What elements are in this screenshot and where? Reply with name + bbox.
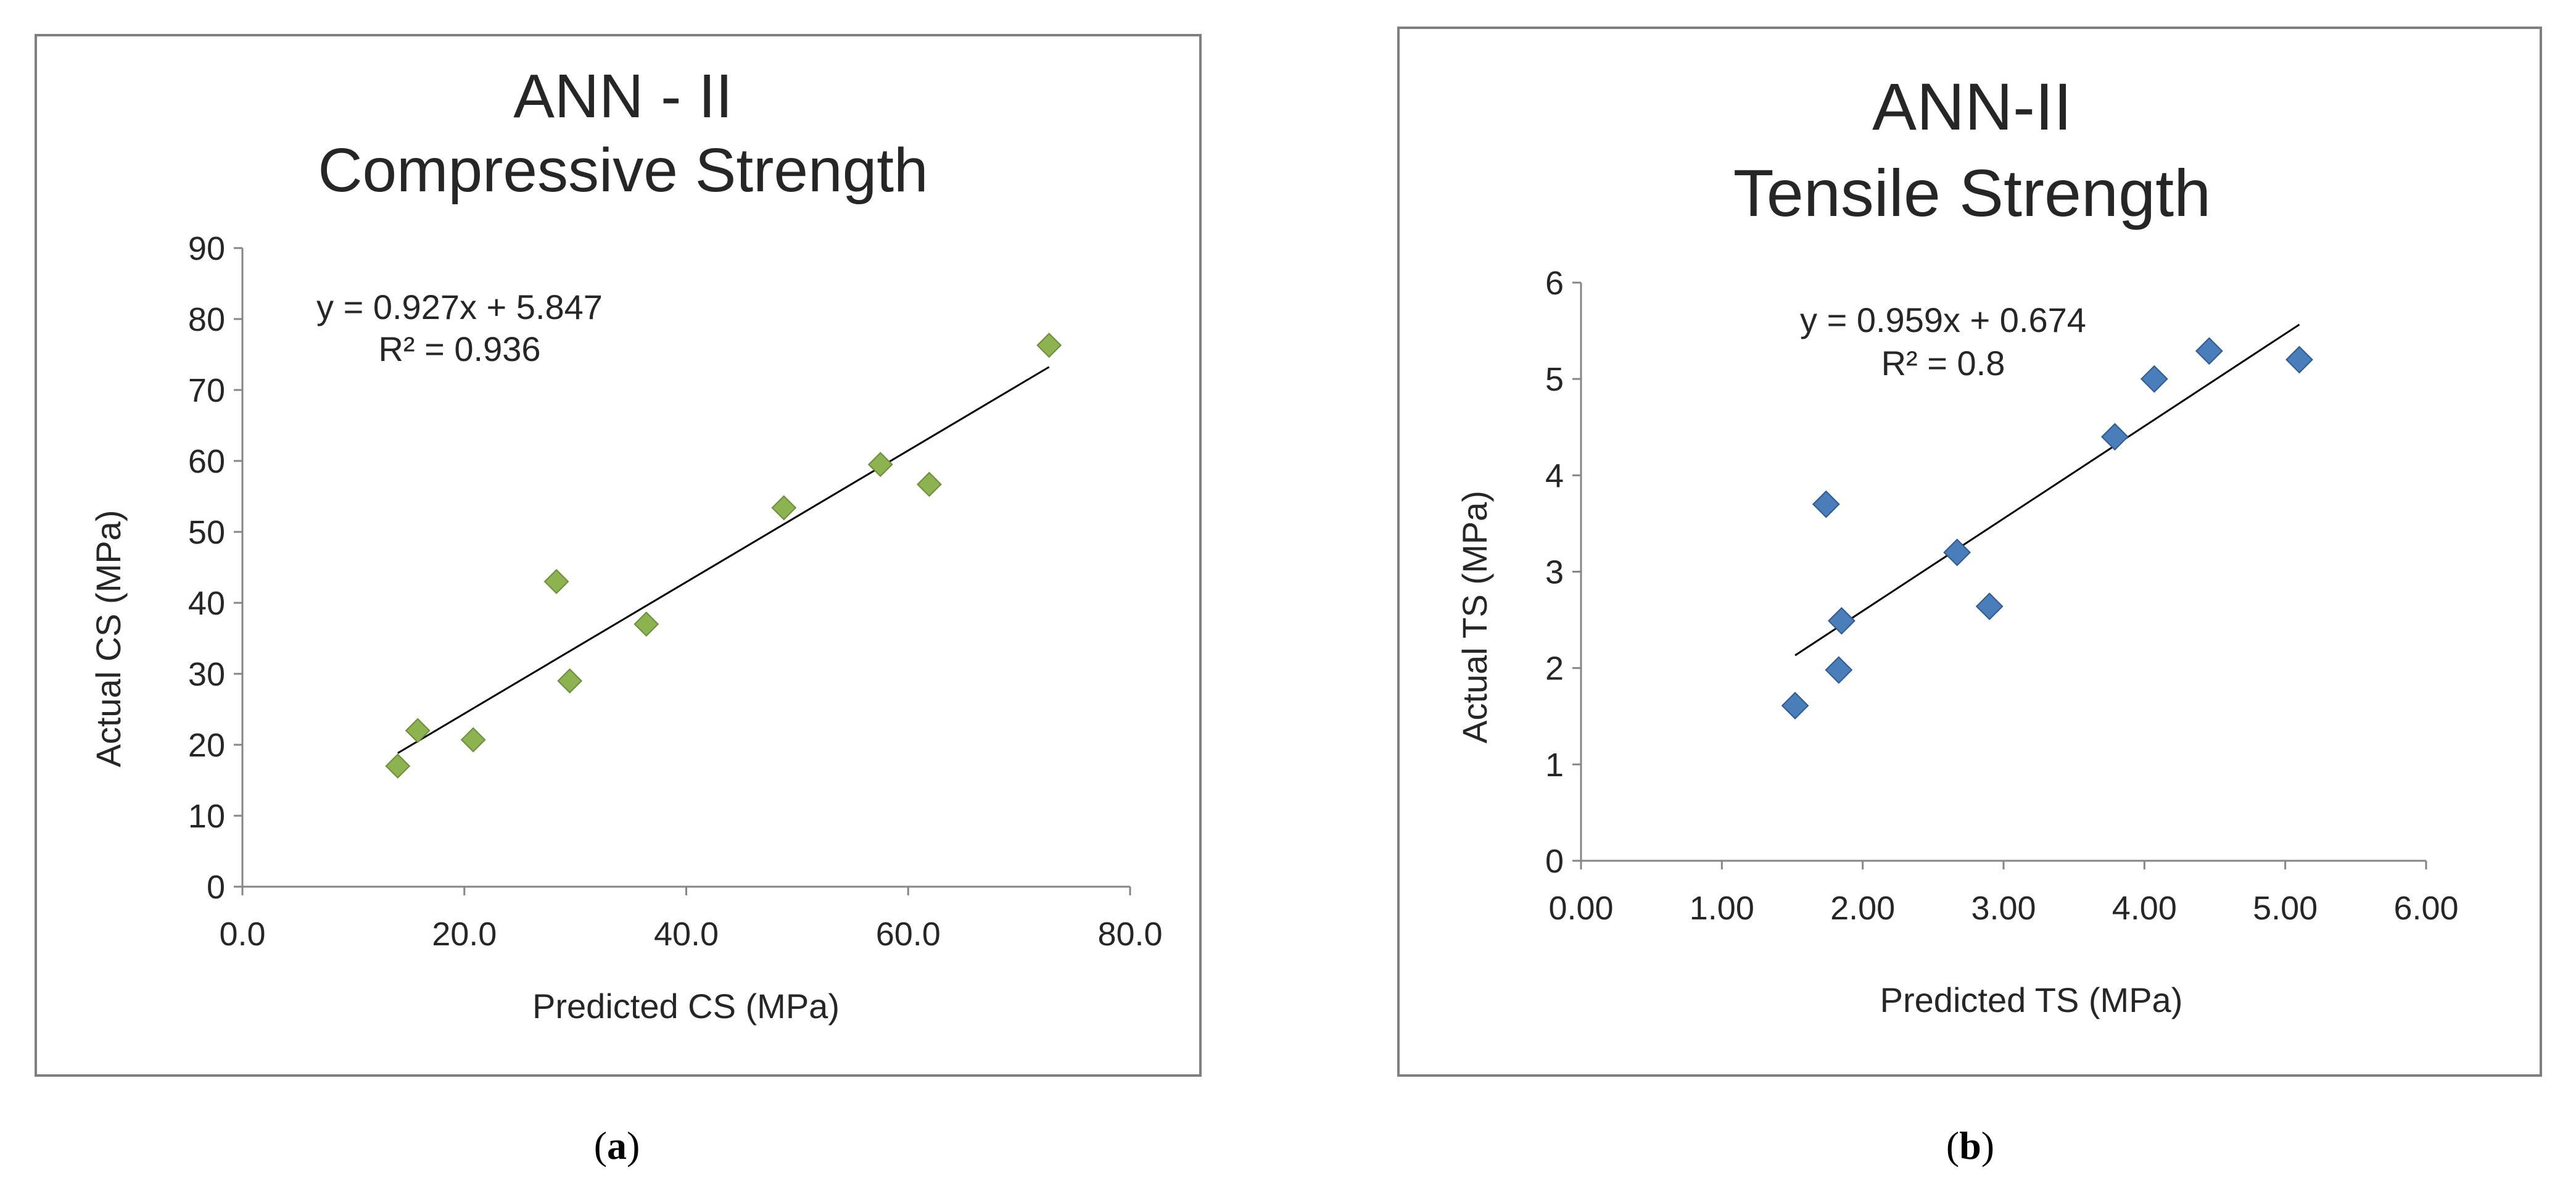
x-axis-label: Predicted TS (MPa) [1880,980,2183,1019]
data-point [1825,656,1853,684]
x-tick-label: 5.00 [2253,890,2318,927]
y-tick-label: 10 [188,798,225,835]
data-point [405,718,431,744]
axes [1572,281,2427,869]
caption-letter: a [607,1124,627,1167]
trendline [397,366,1050,754]
y-tick-labels: 0 10 20 30 40 50 60 70 80 90 [188,230,225,906]
data-point [2140,365,2168,393]
caption-a: (a) [593,1124,640,1167]
y-tick-label: 70 [188,372,225,409]
y-tick-label: 0 [207,869,225,906]
trendline-group [397,366,1050,754]
y-tick-label: 30 [188,656,225,693]
trendline-equation: y = 0.927x + 5.847 [316,288,603,326]
chart-tensile-strength: ANN-II Tensile Strength 0.00 1.00 2.00 3.00… [1397,27,2542,1077]
data-point [385,753,411,779]
y-axis-label: Actual TS (MPa) [1455,491,1494,744]
x-tick-label: 2.00 [1830,890,1895,927]
chart-compressive-strength: ANN - II Compressive Strength 0.0 20.0 40.… [35,34,1202,1077]
y-tick-label: 5 [1545,361,1564,398]
x-axis-label: Predicted CS (MPa) [532,987,840,1026]
x-tick-labels: 0.0 20.0 40.0 60.0 80.0 [219,916,1162,953]
x-tick-label: 6.00 [2393,890,2458,927]
data-point [867,452,893,478]
x-tick-labels: 0.00 1.00 2.00 3.00 4.00 5.00 6.00 [1548,890,2458,927]
data-point [1781,692,1809,719]
data-point [1036,333,1062,358]
y-tick-labels: 0 1 2 3 4 5 6 [1545,265,1564,880]
y-tick-label: 20 [188,727,225,764]
y-tick-label: 90 [188,230,225,267]
y-tick-label: 0 [1545,843,1564,880]
data-point [917,471,942,497]
data-point [543,569,569,594]
data-points [385,333,1062,779]
chart-title-line-1: ANN-II [1872,69,2072,144]
y-tick-label: 60 [188,443,225,480]
y-tick-label: 50 [188,514,225,551]
y-tick-label: 80 [188,301,225,338]
data-point [2285,346,2313,374]
x-tick-label: 0.00 [1548,890,1613,927]
y-tick-label: 6 [1545,265,1564,302]
chart-title-line-2: Tensile Strength [1733,155,2211,230]
trendline-equation: y = 0.959x + 0.674 [1800,300,2086,339]
data-point [557,668,583,694]
x-tick-label: 0.0 [219,916,265,953]
axes [234,247,1131,895]
data-point [1812,490,1840,518]
x-tick-label: 60.0 [876,916,941,953]
x-tick-label: 1.00 [1690,890,1754,927]
trendline [1794,323,2300,657]
chart-title-line-1: ANN - II [513,62,733,131]
caption-letter: b [1959,1124,1981,1167]
x-tick-label: 80.0 [1097,916,1162,953]
y-tick-label: 4 [1545,457,1564,494]
data-point [1975,592,2004,621]
data-point [634,611,659,637]
chart-title-line-2: Compressive Strength [318,136,928,205]
y-tick-label: 1 [1545,747,1564,784]
data-point [771,495,797,521]
x-tick-label: 40.0 [654,916,719,953]
y-tick-label: 3 [1545,554,1564,591]
trendline-group [1794,323,2300,657]
y-axis-label: Actual CS (MPa) [89,510,128,768]
caption-b: (b) [1946,1124,1995,1167]
r-squared-label: R² = 0.936 [378,330,540,368]
data-point [2100,423,2129,451]
x-tick-label: 20.0 [432,916,497,953]
r-squared-label: R² = 0.8 [1881,344,2005,383]
data-point [1828,607,1856,635]
data-point [460,727,486,753]
data-point [2195,337,2223,365]
x-tick-label: 4.00 [2112,890,2177,927]
data-points [1781,337,2313,719]
y-tick-label: 40 [188,585,225,622]
y-tick-label: 2 [1545,650,1564,687]
x-tick-label: 3.00 [1971,890,2036,927]
data-point [1943,538,1971,566]
chart-frame [35,34,1202,1077]
